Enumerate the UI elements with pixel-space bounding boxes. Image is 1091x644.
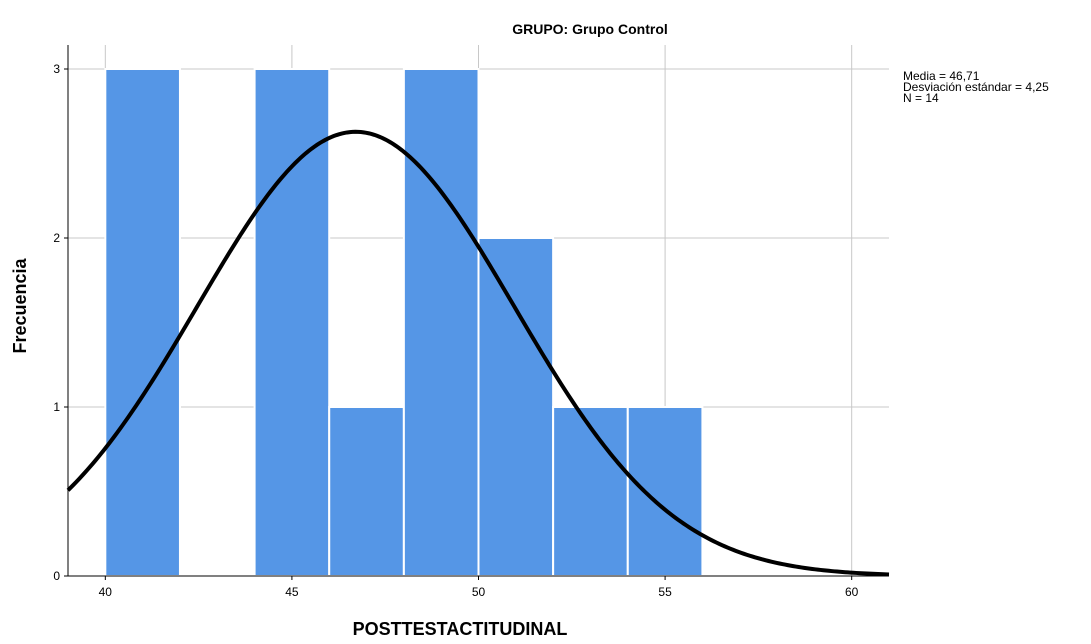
normal-curve-layer: [66, 129, 890, 577]
histogram-bar: [626, 406, 704, 577]
tick-labels: 40 45 50 55 60 0 1 2 3: [53, 62, 858, 599]
histogram-bar: [552, 406, 629, 577]
x-axis-title: POSTTESTACTITUDINAL: [353, 619, 568, 639]
x-tick-label: 45: [285, 585, 299, 599]
histogram-bar: [402, 68, 480, 577]
x-tick-label: 50: [472, 585, 486, 599]
histogram-bar: [104, 68, 181, 577]
histogram-bar: [328, 406, 405, 577]
histogram-bars: [104, 68, 704, 577]
stats-sd: Desviación estándar = 4,25: [903, 80, 1049, 94]
x-tick-label: 40: [99, 585, 113, 599]
stats-box: Media = 46,71 Desviación estándar = 4,25…: [903, 69, 1049, 105]
y-tick-label: 1: [53, 400, 60, 414]
x-tick-label: 55: [658, 585, 672, 599]
y-axis-title: Frecuencia: [10, 257, 30, 353]
y-tick-label: 2: [53, 231, 60, 245]
y-tick-label: 0: [53, 569, 60, 583]
stats-n: N = 14: [903, 91, 939, 105]
histogram-bar: [253, 68, 331, 577]
stats-mean: Media = 46,71: [903, 69, 980, 83]
chart-title: GRUPO: Grupo Control: [512, 21, 668, 37]
normal-curve: [66, 129, 890, 577]
y-tick-label: 3: [53, 62, 60, 76]
histogram-bar: [477, 237, 555, 577]
x-tick-label: 60: [845, 585, 859, 599]
